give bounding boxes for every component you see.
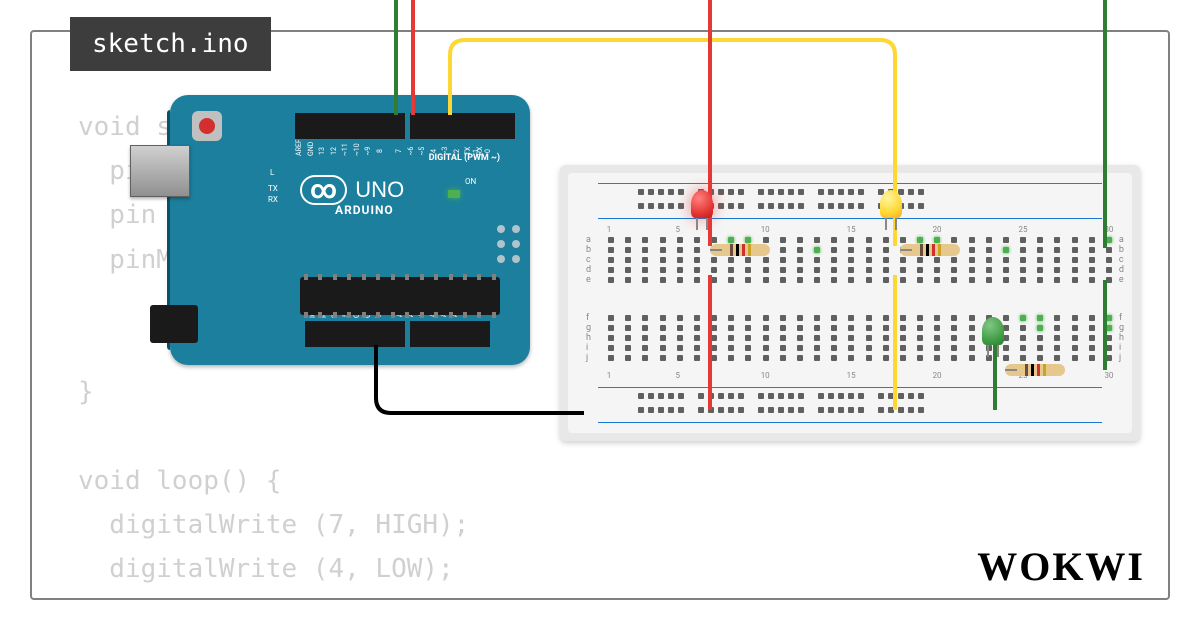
l-label: L bbox=[270, 168, 274, 177]
header-bottom-right bbox=[410, 321, 490, 347]
on-label: ON bbox=[465, 177, 476, 186]
filename-tab[interactable]: sketch.ino bbox=[70, 17, 271, 71]
led-red[interactable] bbox=[691, 190, 713, 218]
arduino-logo: ∞ UNO bbox=[300, 175, 404, 205]
header-bottom-left bbox=[305, 321, 405, 347]
txrx-labels: TXRX bbox=[268, 183, 278, 205]
wokwi-logo: WOKWI bbox=[977, 543, 1145, 590]
resistor-2[interactable] bbox=[900, 244, 960, 256]
digital-label: DIGITAL (PWM ~) bbox=[429, 153, 500, 163]
led-green[interactable] bbox=[982, 317, 1004, 345]
bottom-power-rail bbox=[598, 387, 1102, 423]
power-jack bbox=[150, 305, 198, 343]
atmega-chip bbox=[300, 277, 500, 315]
header-top-left bbox=[295, 113, 405, 139]
led-yellow[interactable] bbox=[880, 190, 902, 218]
usb-port bbox=[130, 145, 190, 197]
breadboard[interactable]: 151015202530 abcde abcde fghij fghij 151… bbox=[560, 165, 1140, 441]
stage: sketch.ino void setup() { pinM pin pinM … bbox=[0, 0, 1200, 630]
on-led bbox=[448, 190, 460, 198]
resistor-1[interactable] bbox=[710, 244, 770, 256]
arduino-uno-board[interactable]: AREFGND1312~11~10~987~6~54~32TX 1RX 0 IO… bbox=[170, 95, 530, 365]
resistor-3[interactable] bbox=[1005, 364, 1065, 376]
header-top-right bbox=[410, 113, 515, 139]
top-power-rail bbox=[598, 183, 1102, 219]
reset-button[interactable] bbox=[192, 111, 222, 141]
arduino-brand: ARDUINO bbox=[335, 203, 394, 217]
